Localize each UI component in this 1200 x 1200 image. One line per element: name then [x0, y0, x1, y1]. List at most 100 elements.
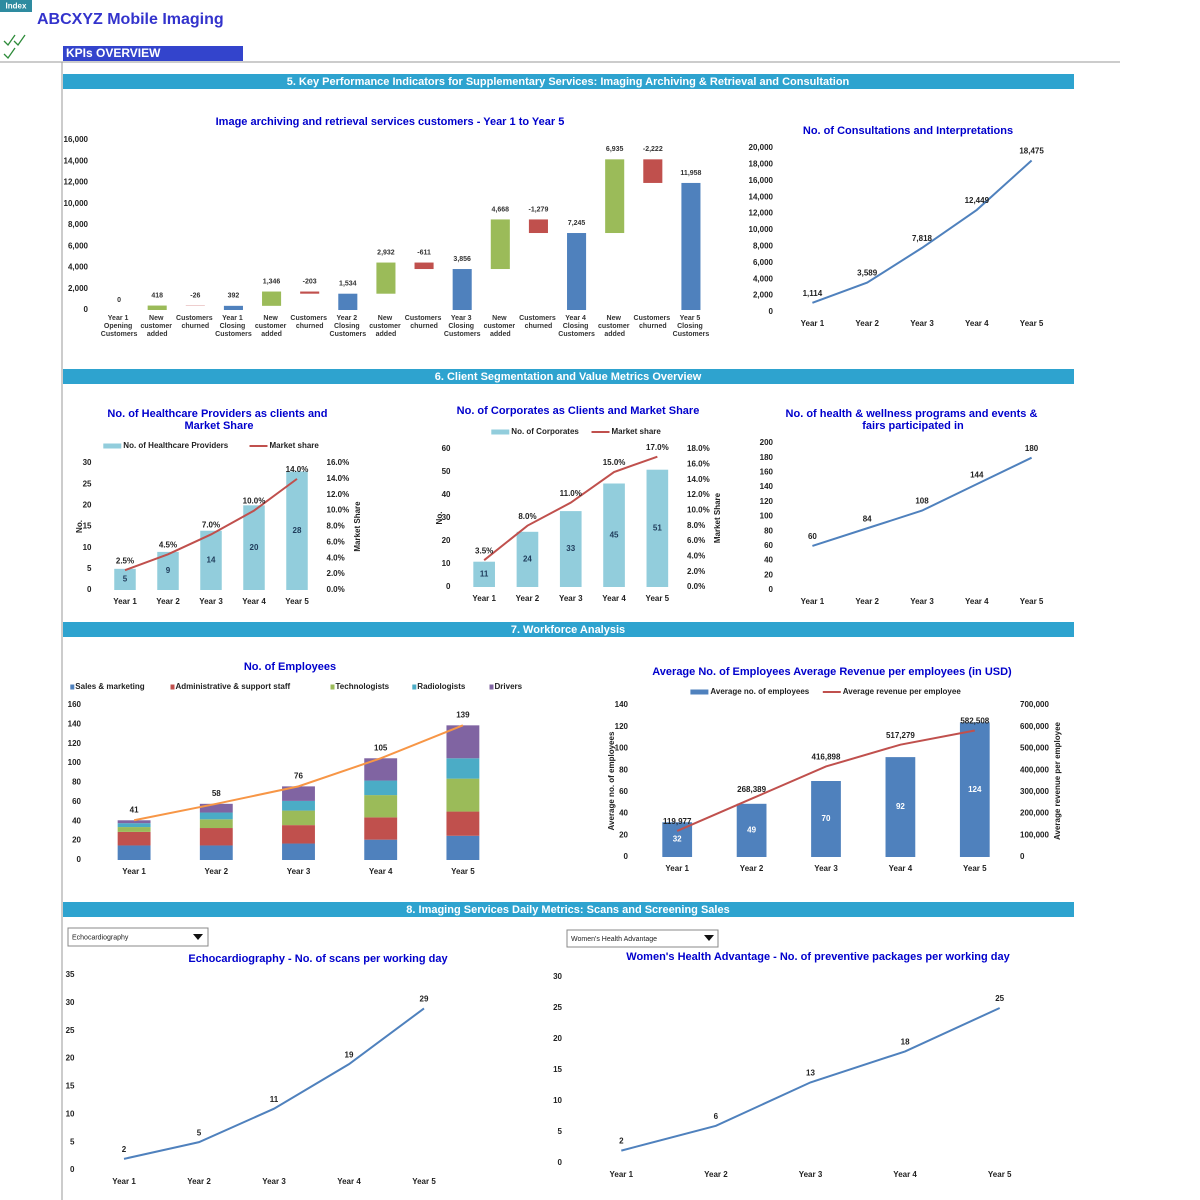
y-tick-label: 30	[553, 972, 562, 981]
y-tick-label: 12,000	[64, 178, 89, 187]
legend-label: Sales & marketing	[75, 682, 144, 691]
dropdown-value[interactable]: Women's Health Advantage	[571, 936, 657, 943]
y2-tick-label: 200,000	[1020, 809, 1049, 818]
bar-segment	[446, 811, 480, 836]
data-label: 4.5%	[159, 540, 177, 549]
bar	[603, 483, 625, 587]
y2-tick-label: 100,000	[1020, 830, 1049, 839]
y-tick-label: 100	[68, 758, 82, 767]
y-tick-label: 80	[764, 526, 773, 535]
line-series	[812, 456, 1033, 547]
y2-tick-label: 4.0%	[327, 553, 345, 562]
legend-swatch	[489, 684, 494, 690]
bar-segment	[446, 725, 480, 759]
line-series	[812, 159, 1033, 304]
y2-tick-label: 16.0%	[687, 459, 710, 468]
y-tick-label: 20	[553, 1034, 562, 1043]
x-tick-label: Year 1 Opening Customers	[101, 315, 138, 338]
y-tick-label: 160	[760, 468, 774, 477]
chart-title: No. of health & wellness programs and ev…	[786, 408, 1041, 432]
chart-title: No. of Healthcare Providers as clients a…	[107, 408, 330, 432]
y2-tick-label: 8.0%	[687, 521, 705, 530]
bar	[681, 182, 701, 310]
bar	[157, 551, 179, 590]
index-button-label[interactable]: Index	[6, 2, 27, 11]
y-tick-label: 80	[72, 778, 81, 787]
data-label: 2.5%	[116, 556, 134, 565]
data-label: 11	[480, 569, 489, 578]
bar	[262, 291, 282, 306]
x-tick-label: Customers churned	[519, 315, 558, 330]
line-series	[124, 478, 298, 572]
x-tick-label: New customer added	[255, 315, 288, 338]
y-tick-label: 20	[619, 830, 628, 839]
dropdown-value[interactable]: Echocardiography	[72, 934, 129, 941]
data-label: 14	[207, 555, 216, 564]
dropdown[interactable]	[566, 929, 719, 948]
chart-title: No. of Corporates as Clients and Market …	[457, 405, 700, 417]
dropdown-arrow[interactable]	[193, 934, 203, 940]
bar	[516, 531, 539, 587]
x-tick-label: Year 3	[910, 319, 934, 328]
bar-segment	[446, 835, 480, 860]
y-tick-label: 160	[68, 700, 82, 709]
bar	[473, 561, 495, 587]
data-label: 12,449	[965, 196, 990, 205]
bar	[223, 305, 243, 310]
data-label: 3.5%	[475, 546, 493, 555]
bar	[243, 505, 265, 590]
x-tick-label: Year 5	[1020, 597, 1044, 606]
chart-title: Image archiving and retrieval services c…	[216, 116, 565, 128]
y2-tick-label: 14.0%	[687, 475, 710, 484]
bar	[286, 471, 308, 590]
check-icon	[13, 34, 26, 47]
line-series	[676, 729, 975, 832]
x-tick-label: Year 4	[965, 597, 989, 606]
data-label: 1,114	[803, 289, 823, 298]
y-tick-label: 35	[66, 970, 75, 979]
x-tick-label: Year 3	[262, 1177, 286, 1186]
data-label: 60	[808, 532, 817, 541]
index-button[interactable]	[0, 0, 32, 12]
x-tick-label: Year 4 Closing Customers	[558, 315, 595, 338]
y2-tick-label: 0	[1020, 852, 1025, 861]
line-series	[621, 1007, 1001, 1152]
data-label: 51	[653, 523, 662, 532]
y-tick-label: 40	[442, 490, 451, 499]
data-label: 9	[166, 566, 171, 575]
bar	[528, 219, 548, 234]
data-label: 392	[228, 293, 240, 300]
dropdown-arrow[interactable]	[704, 935, 714, 941]
total-line	[133, 724, 464, 822]
y2-tick-label: 500,000	[1020, 744, 1049, 753]
y-tick-label: 50	[442, 467, 451, 476]
data-label: -611	[417, 249, 431, 256]
section-bar	[63, 622, 1074, 637]
y-tick-label: 140	[68, 719, 82, 728]
y-tick-label: 8,000	[68, 220, 89, 229]
section-title: 8. Imaging Services Daily Metrics: Scans…	[406, 904, 729, 916]
y-tick-label: 15	[553, 1065, 562, 1074]
y-tick-label: 60	[72, 797, 81, 806]
y-tick-label: 12,000	[749, 209, 774, 218]
y-tick-label: 20	[72, 836, 81, 845]
data-label: 45	[610, 530, 619, 539]
page-title: ABCXYZ Mobile Imaging	[37, 11, 224, 28]
y2-tick-label: 16.0%	[327, 458, 350, 467]
x-tick-label: Year 1	[122, 867, 146, 876]
check-icon	[3, 34, 16, 47]
y2-tick-label: 14.0%	[327, 474, 350, 483]
data-label: 517,279	[886, 731, 915, 740]
section-title: 5. Key Performance Indicators for Supple…	[287, 76, 850, 88]
data-label: 1,346	[263, 278, 281, 285]
x-tick-label: Year 1	[610, 1170, 634, 1179]
chart-title: Echocardiography - No. of scans per work…	[188, 953, 448, 965]
y-tick-label: 20	[83, 500, 92, 509]
bar-segment	[446, 778, 480, 812]
y2-tick-label: 300,000	[1020, 787, 1049, 796]
x-tick-label: Year 4	[602, 594, 626, 603]
dropdown[interactable]	[67, 927, 209, 947]
y-tick-label: 6,000	[68, 241, 89, 250]
y-tick-label: 15	[83, 522, 92, 531]
